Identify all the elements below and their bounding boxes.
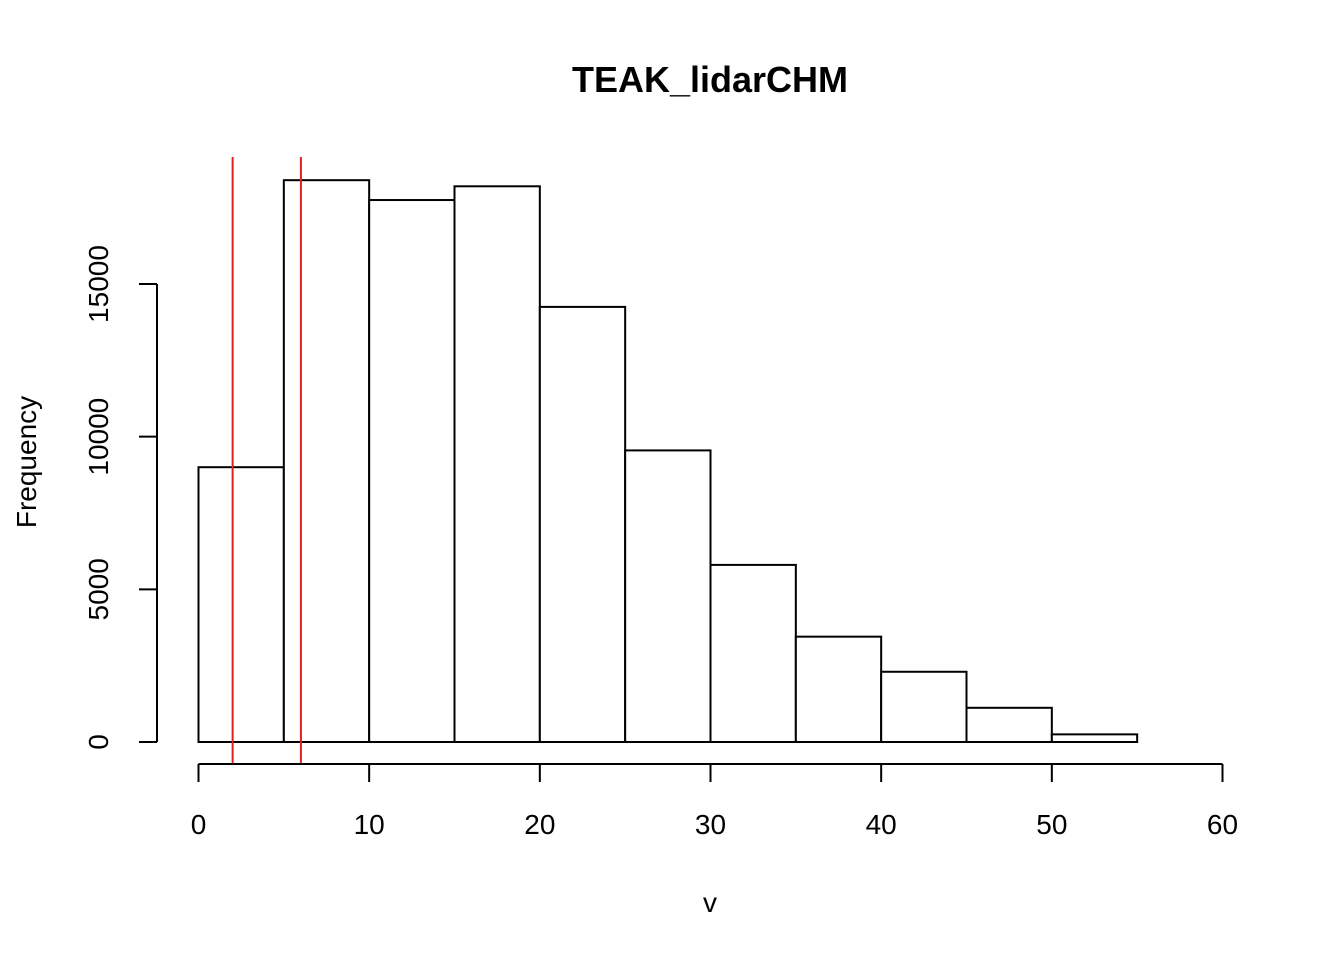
histogram-bar	[282, 179, 371, 744]
x-axis: 0 10 20 30 40 50 60	[191, 763, 1238, 840]
histogram-bar	[453, 185, 541, 743]
x-tick-label: 20	[524, 809, 555, 840]
y-tick-label: 15000	[83, 245, 114, 323]
y-axis-label: Frequency	[11, 396, 42, 528]
x-tick-label: 40	[866, 809, 897, 840]
histogram-bar	[538, 305, 627, 743]
reference-lines	[231, 157, 302, 763]
histogram-bar	[965, 706, 1053, 744]
x-tick-label: 0	[191, 809, 207, 840]
histogram-bar	[1050, 733, 1139, 743]
chart-title: TEAK_lidarCHM	[572, 59, 848, 100]
x-axis-label: v	[703, 887, 717, 918]
bars	[197, 179, 1139, 744]
y-tick-label: 5000	[83, 558, 114, 620]
x-tick-label: 10	[354, 809, 385, 840]
histogram-bar	[794, 635, 883, 743]
y-axis: 0 5000 10000 15000	[83, 245, 158, 750]
histogram-bar	[368, 199, 456, 744]
x-tick-label: 60	[1207, 809, 1238, 840]
histogram-bar	[197, 466, 285, 743]
y-tick-label: 0	[83, 734, 114, 750]
histogram-bar	[709, 563, 797, 744]
histogram-bar	[880, 670, 968, 743]
x-tick-label: 50	[1036, 809, 1067, 840]
y-tick-label: 10000	[83, 398, 114, 476]
x-tick-label: 30	[695, 809, 726, 840]
histogram-bar	[624, 449, 712, 743]
